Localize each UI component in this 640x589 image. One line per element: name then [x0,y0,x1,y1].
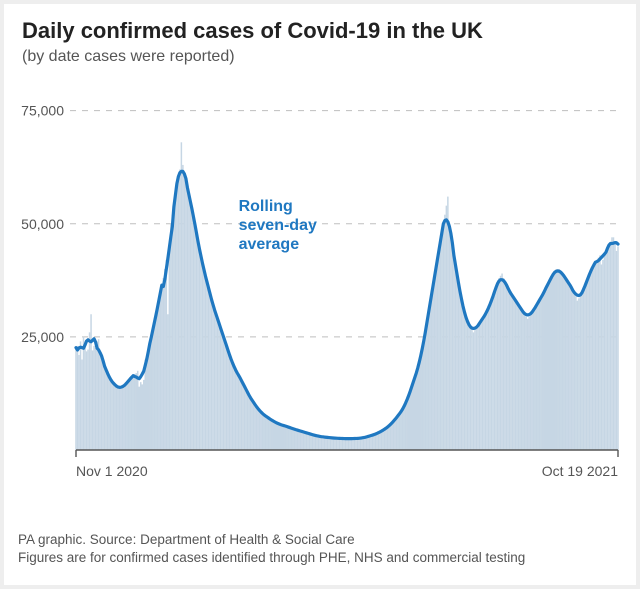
bars [75,142,619,450]
x-start-label: Nov 1 2020 [76,463,148,479]
y-tick-label: 50,000 [21,216,64,232]
y-tick-label: 25,000 [21,329,64,345]
y-tick-label: 75,000 [21,103,64,119]
chart: 25,000 50,000 75,000 Nov 1 2020 Oct 19 2021 R… [4,68,636,498]
source-line-1: PA graphic. Source: Department of Health… [18,531,525,549]
source-attribution: PA graphic. Source: Department of Health… [18,531,525,567]
x-end-label: Oct 19 2021 [542,463,618,479]
source-line-2: Figures are for confirmed cases identifi… [18,549,525,567]
page-title: Daily confirmed cases of Covid-19 in the… [4,4,636,48]
rolling-average-annotation: Rollingseven-dayaverage [239,198,317,253]
